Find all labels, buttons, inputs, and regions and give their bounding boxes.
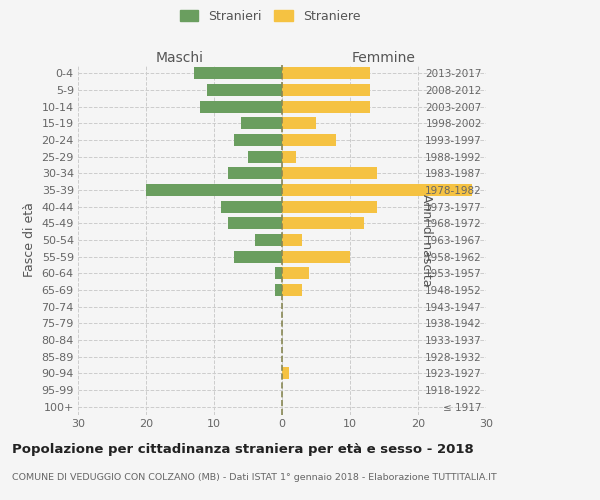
Text: Femmine: Femmine xyxy=(352,51,416,65)
Bar xyxy=(248,150,282,162)
Bar xyxy=(282,368,289,380)
Bar xyxy=(282,168,377,179)
Bar xyxy=(146,184,282,196)
Bar xyxy=(282,200,377,212)
Bar xyxy=(227,218,282,230)
Bar xyxy=(282,150,296,162)
Bar xyxy=(282,284,302,296)
Bar xyxy=(282,84,370,96)
Bar xyxy=(255,234,282,246)
Bar xyxy=(235,250,282,262)
Bar xyxy=(282,250,350,262)
Bar xyxy=(282,134,337,146)
Bar xyxy=(227,168,282,179)
Bar xyxy=(282,68,370,80)
Bar xyxy=(200,100,282,112)
Bar xyxy=(282,218,364,230)
Text: COMUNE DI VEDUGGIO CON COLZANO (MB) - Dati ISTAT 1° gennaio 2018 - Elaborazione : COMUNE DI VEDUGGIO CON COLZANO (MB) - Da… xyxy=(12,472,497,482)
Bar xyxy=(221,200,282,212)
Bar xyxy=(282,100,370,112)
Bar xyxy=(282,118,316,130)
Bar xyxy=(275,284,282,296)
Bar xyxy=(282,234,302,246)
Legend: Stranieri, Straniere: Stranieri, Straniere xyxy=(175,5,365,28)
Bar xyxy=(275,268,282,280)
Y-axis label: Fasce di età: Fasce di età xyxy=(23,202,36,278)
Bar xyxy=(194,68,282,80)
Bar xyxy=(241,118,282,130)
Y-axis label: Anni di nascita: Anni di nascita xyxy=(419,194,433,286)
Bar xyxy=(282,268,309,280)
Bar xyxy=(207,84,282,96)
Bar xyxy=(235,134,282,146)
Text: Popolazione per cittadinanza straniera per età e sesso - 2018: Popolazione per cittadinanza straniera p… xyxy=(12,442,474,456)
Text: Maschi: Maschi xyxy=(156,51,204,65)
Bar xyxy=(282,184,472,196)
